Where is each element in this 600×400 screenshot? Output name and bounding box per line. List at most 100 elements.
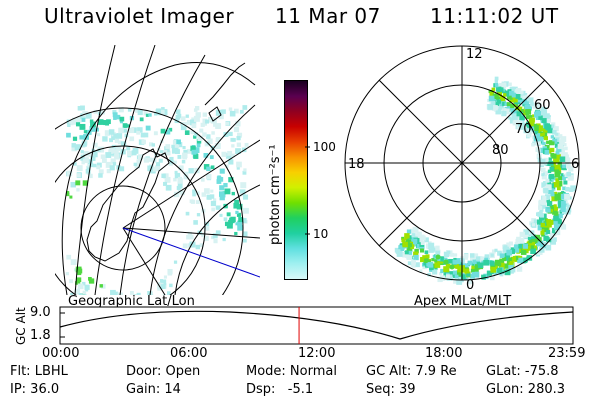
aurora-pixel: [84, 284, 90, 290]
aurora-pixel: [455, 263, 461, 269]
aurora-pixel: [401, 236, 405, 240]
aurora-pixel: [565, 163, 571, 169]
aurora-pixel: [189, 234, 194, 240]
aurora-pixel: [535, 110, 542, 117]
aurora-pixel: [515, 94, 521, 99]
aurora-pixel: [115, 145, 121, 152]
color-scale-gradient: [285, 81, 307, 279]
aurora-pixel: [554, 172, 561, 178]
aurora-pixel: [544, 136, 548, 141]
aurora-pixel: [406, 246, 412, 252]
aurora-pixel: [174, 144, 180, 150]
aurora-pixel: [529, 241, 536, 248]
aurora-pixel: [119, 120, 123, 124]
aurora-pixel: [413, 251, 419, 257]
aurora-pixel: [411, 237, 415, 241]
aurora-pixel: [219, 213, 223, 217]
aurora-pixel: [531, 142, 535, 147]
aurora-pixel: [542, 141, 546, 146]
aurora-pixel: [516, 266, 523, 272]
aurora-pixel: [548, 188, 554, 194]
aurora-pixel: [560, 173, 564, 177]
aurora-pixel: [494, 271, 498, 276]
aurora-pixel: [543, 241, 548, 246]
aurora-pixel: [89, 126, 96, 132]
aurora-pixel: [117, 140, 122, 145]
aurora-pixel: [87, 163, 91, 168]
aurora-pixel: [414, 248, 419, 254]
aurora-pixel: [460, 274, 466, 280]
aurora-pixel: [234, 199, 239, 205]
aurora-pixel: [499, 99, 506, 106]
aurora-pixel: [202, 132, 207, 137]
aurora-pixel: [432, 269, 438, 275]
aurora-pixel: [176, 139, 181, 145]
aurora-pixel: [243, 168, 247, 172]
aurora-pixel: [239, 189, 246, 196]
aurora-pixel: [533, 219, 538, 224]
aurora-pixel: [90, 121, 96, 128]
aurora-pixel: [114, 138, 120, 143]
aurora-pixel: [81, 118, 86, 122]
aurora-pixel: [91, 151, 98, 158]
aurora-pixel: [112, 110, 117, 115]
aurora-pixel: [69, 195, 73, 199]
aurora-pixel: [553, 215, 559, 222]
aurora-pixel: [406, 254, 413, 261]
aurora-pixel: [190, 199, 196, 204]
aurora-pixel: [106, 169, 111, 174]
aurora-pixel: [497, 267, 503, 273]
aurora-pixel: [546, 140, 550, 144]
aurora-pixel: [230, 216, 236, 223]
aurora-pixel: [156, 108, 162, 114]
aurora-pixel: [145, 113, 150, 117]
aurora-pixel: [544, 227, 549, 232]
aurora-pixel: [228, 107, 233, 111]
line-of-sight: [122, 227, 260, 278]
aurora-pixel: [550, 192, 555, 197]
aurora-pixel: [85, 129, 90, 134]
aurora-pixel: [196, 139, 202, 144]
aurora-pixel: [560, 152, 566, 158]
aurora-pixel: [451, 273, 457, 279]
aurora-pixel: [196, 213, 201, 217]
aurora-pixel: [490, 271, 494, 275]
aurora-pixel: [203, 153, 209, 158]
aurora-pixel: [449, 276, 454, 280]
aurora-pixel: [553, 181, 560, 188]
aurora-pixel: [202, 118, 208, 124]
aurora-pixel: [209, 155, 214, 160]
aurora-pixel: [70, 292, 74, 295]
aurora-pixel: [113, 291, 119, 295]
aurora-pixel: [556, 146, 562, 152]
aurora-pixel: [414, 234, 418, 239]
aurora-pixel: [550, 141, 555, 145]
aurora-pixel: [510, 267, 516, 273]
colorbar-tick-10: 10: [313, 227, 329, 241]
aurora-pixel: [552, 211, 556, 215]
aurora-pixel: [192, 189, 196, 194]
aurora-pixel: [194, 132, 198, 137]
aurora-pixel: [457, 268, 462, 273]
aurora-pixel: [136, 130, 141, 135]
aurora-pixel: [76, 173, 81, 178]
aurora-pixel: [539, 133, 543, 137]
aurora-pixel: [237, 225, 243, 231]
aurora-pixel: [233, 202, 240, 209]
aurora-pixel: [230, 137, 235, 142]
aurora-pixel: [551, 233, 555, 237]
aurora-pixel: [543, 235, 549, 242]
aurora-pixel: [402, 241, 408, 248]
aurora-pixel: [126, 124, 130, 128]
aurora-pixel: [411, 238, 418, 245]
aurora-pixel: [481, 274, 486, 280]
aurora-pixel: [97, 119, 104, 125]
aurora-pixel: [143, 111, 148, 116]
aurora-pixel: [174, 170, 178, 174]
aurora-pixel: [223, 182, 228, 188]
aurora-pixel: [228, 131, 233, 137]
aurora-pixel: [545, 190, 551, 197]
aurora-pixel: [243, 207, 249, 214]
aurora-pixel: [109, 165, 115, 171]
aurora-pixel: [70, 259, 77, 265]
